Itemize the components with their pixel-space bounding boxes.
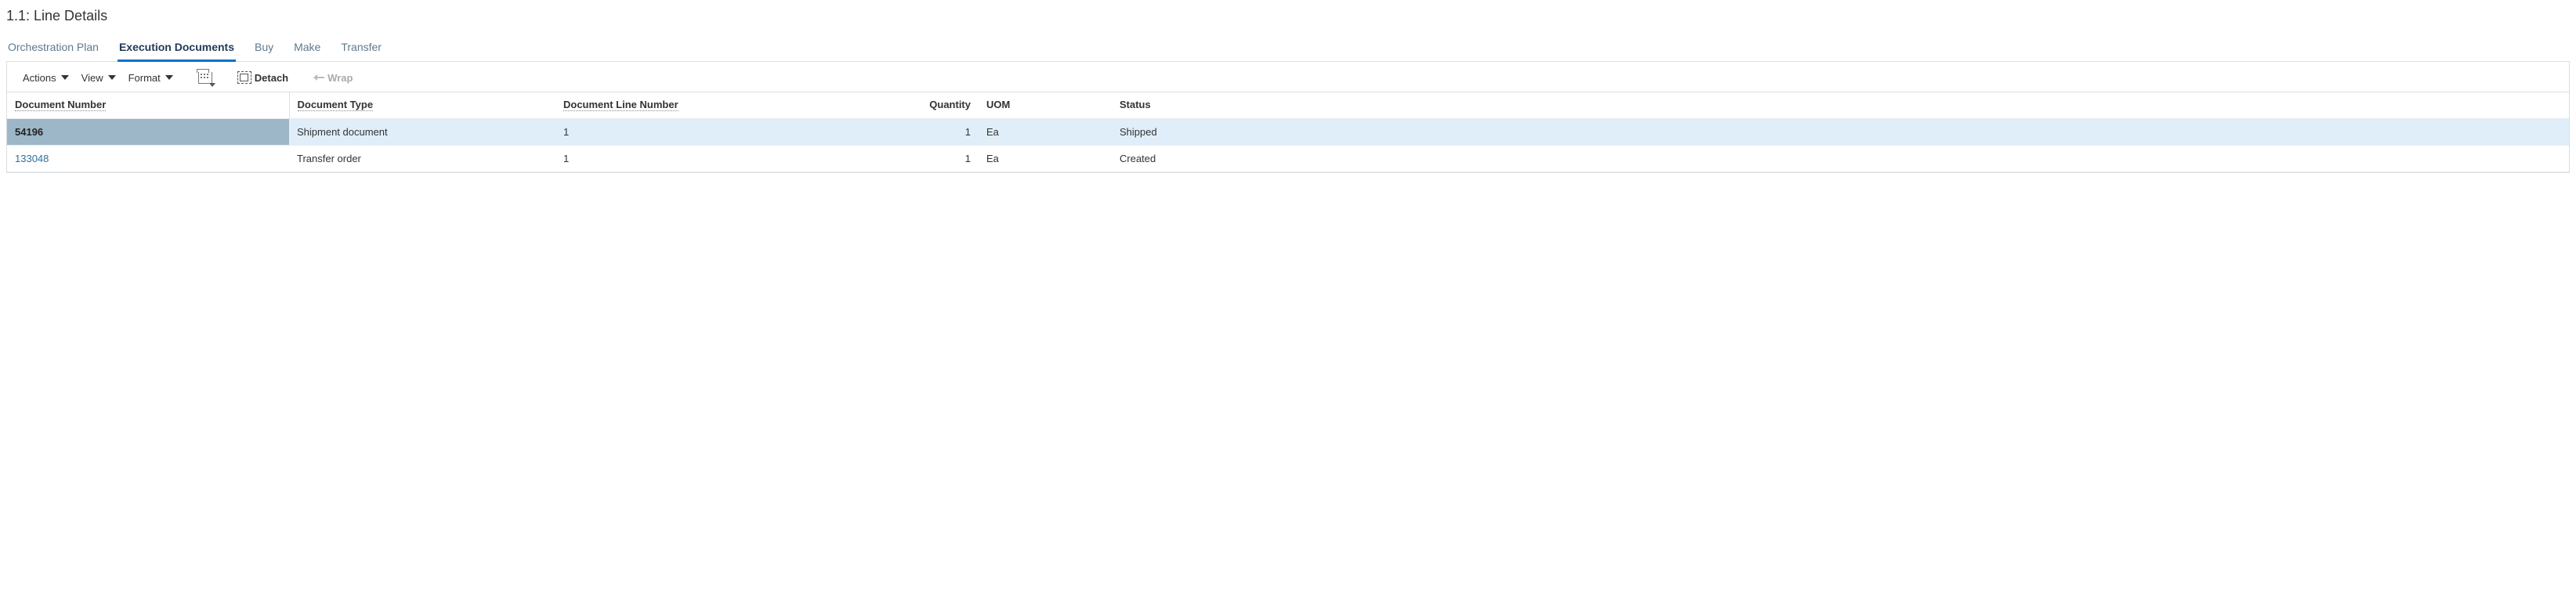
query-by-example-button[interactable] — [194, 70, 217, 85]
format-menu[interactable]: Format — [124, 70, 178, 85]
view-menu[interactable]: View — [77, 70, 121, 85]
cell-status: Shipped — [1112, 119, 2569, 146]
wrap-button[interactable]: Wrap — [309, 70, 357, 85]
table-query-icon — [198, 72, 212, 84]
chevron-down-icon — [165, 75, 173, 80]
tab-orchestration-plan[interactable]: Orchestration Plan — [6, 36, 100, 62]
col-document-type[interactable]: Document Type — [289, 92, 555, 119]
col-status[interactable]: Status — [1112, 92, 2569, 119]
format-label: Format — [128, 72, 161, 84]
col-uom[interactable]: UOM — [979, 92, 1112, 119]
actions-label: Actions — [23, 72, 56, 84]
table-header-row: Document Number Document Type Document L… — [7, 92, 2569, 119]
tab-transfer[interactable]: Transfer — [339, 36, 383, 62]
tab-buy[interactable]: Buy — [253, 36, 275, 62]
cell-document-number[interactable]: 54196 — [7, 119, 289, 146]
tabs: Orchestration Plan Execution Documents B… — [6, 35, 2570, 62]
cell-uom: Ea — [979, 146, 1112, 172]
chevron-down-icon — [61, 75, 69, 80]
wrap-icon — [313, 74, 324, 81]
wrap-label: Wrap — [327, 72, 353, 84]
table-row[interactable]: 54196 Shipment document 1 1 Ea Shipped — [7, 119, 2569, 146]
cell-document-line-number: 1 — [555, 119, 892, 146]
cell-document-line-number: 1 — [555, 146, 892, 172]
section-title: 1.1: Line Details — [6, 8, 2570, 24]
actions-menu[interactable]: Actions — [18, 70, 74, 85]
cell-document-number[interactable]: 133048 — [7, 146, 289, 172]
execution-documents-panel: Actions View Format Detach Wrap — [6, 62, 2570, 173]
toolbar: Actions View Format Detach Wrap — [7, 62, 2569, 92]
cell-document-type: Transfer order — [289, 146, 555, 172]
tab-execution-documents[interactable]: Execution Documents — [118, 36, 236, 62]
cell-uom: Ea — [979, 119, 1112, 146]
col-quantity[interactable]: Quantity — [892, 92, 979, 119]
detach-label: Detach — [255, 72, 288, 84]
table-row[interactable]: 133048 Transfer order 1 1 Ea Created — [7, 146, 2569, 172]
chevron-down-icon — [108, 75, 116, 80]
cell-quantity: 1 — [892, 119, 979, 146]
cell-document-type: Shipment document — [289, 119, 555, 146]
detach-button[interactable]: Detach — [233, 70, 293, 85]
view-label: View — [81, 72, 103, 84]
cell-quantity: 1 — [892, 146, 979, 172]
col-document-number[interactable]: Document Number — [7, 92, 289, 119]
col-document-line-number[interactable]: Document Line Number — [555, 92, 892, 119]
tab-make[interactable]: Make — [292, 36, 322, 62]
cell-status: Created — [1112, 146, 2569, 172]
documents-table: Document Number Document Type Document L… — [7, 92, 2569, 172]
detach-icon — [237, 71, 251, 84]
